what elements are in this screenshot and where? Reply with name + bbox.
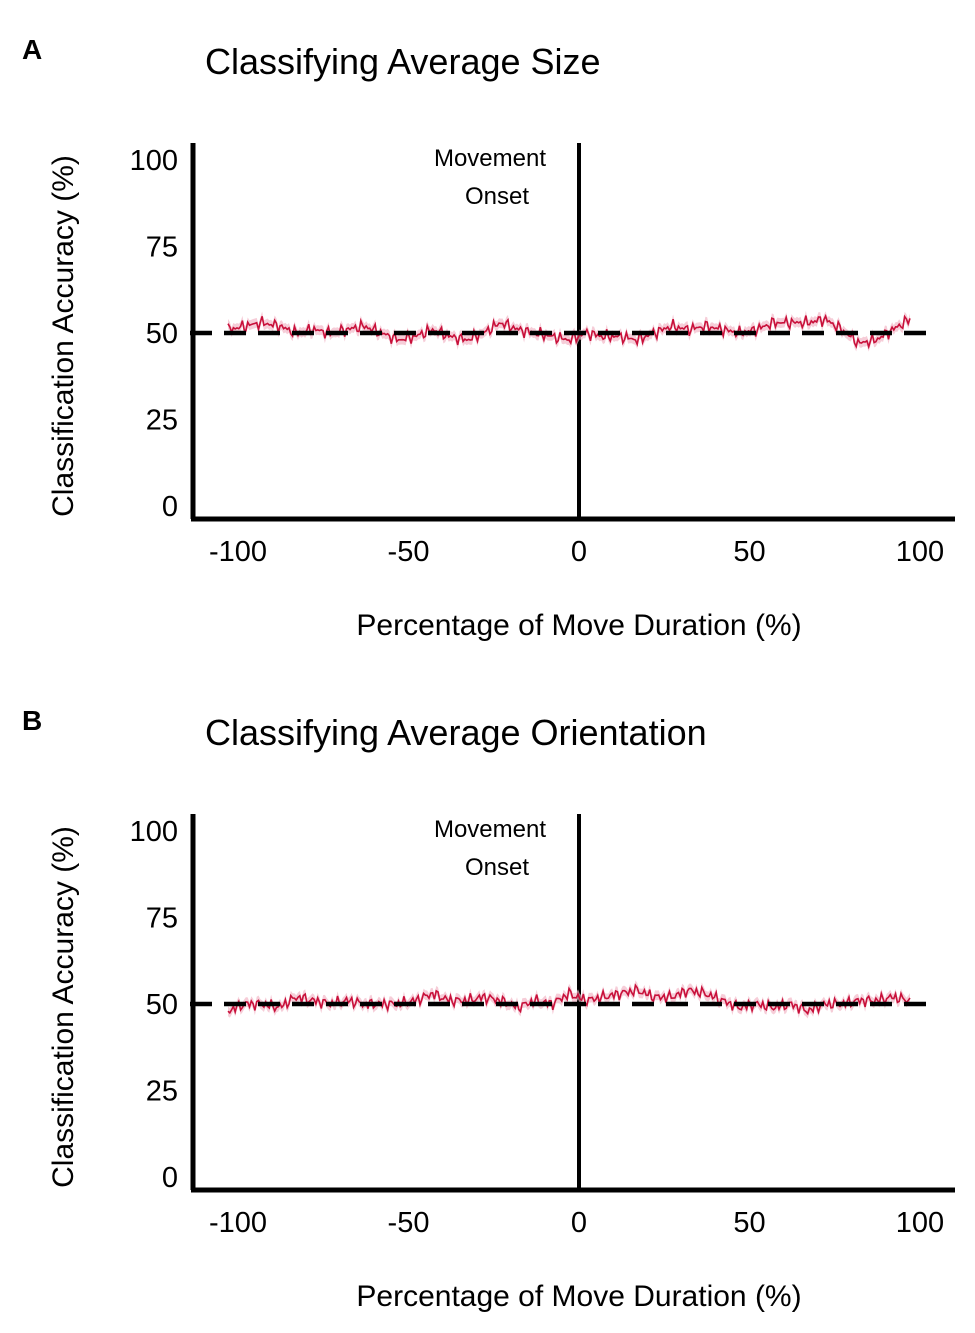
panel-b-xtick-100: 100 xyxy=(896,1207,944,1239)
panel-b-ytick-25: 25 xyxy=(146,1076,178,1108)
panel-b-ytick-100: 100 xyxy=(130,816,178,848)
panel-a-ytick-25: 25 xyxy=(146,405,178,437)
panel-b-annotation-line1: Movement xyxy=(434,816,546,843)
panel-a-series-band xyxy=(228,310,910,352)
panel-a-ytick-75: 75 xyxy=(146,232,178,264)
panel-b-annotation-line2: Onset xyxy=(465,854,529,881)
panel-a-ytick-50: 50 xyxy=(146,318,178,350)
panel-b-letter: B xyxy=(22,705,42,736)
panel-a-annotation-line1: Movement xyxy=(434,145,546,172)
panel-a-series-line xyxy=(227,313,911,350)
panel-b-xtick--100: -100 xyxy=(209,1207,267,1239)
panel-b-ytick-75: 75 xyxy=(146,903,178,935)
panel-a-title: Classifying Average Size xyxy=(205,41,601,82)
panel-b-xtick-50: 50 xyxy=(733,1207,765,1239)
panel-a-ytick-0: 0 xyxy=(162,491,178,523)
panel-b-ylabel: Classification Accuracy (%) xyxy=(47,826,80,1188)
panel-a-ytick-100: 100 xyxy=(130,145,178,177)
panel-a-letter: A xyxy=(22,34,42,65)
panel-b-xlabel: Percentage of Move Duration (%) xyxy=(356,1280,801,1313)
panel-a-xlabel: Percentage of Move Duration (%) xyxy=(356,609,801,642)
panel-b-xtick--50: -50 xyxy=(388,1207,430,1239)
panel-a-xtick--50: -50 xyxy=(388,536,430,568)
panel-a-ylabel: Classification Accuracy (%) xyxy=(47,155,80,517)
panel-a-xtick-50: 50 xyxy=(733,536,765,568)
panel-a-xtick--100: -100 xyxy=(209,536,267,568)
panel-b-title: Classifying Average Orientation xyxy=(205,712,707,753)
panel-b-ytick-50: 50 xyxy=(146,989,178,1021)
panel-a-xtick-100: 100 xyxy=(896,536,944,568)
panel-a-annotation-line2: Onset xyxy=(465,183,529,210)
panel-b-ytick-0: 0 xyxy=(162,1162,178,1194)
panel-b-xtick-0: 0 xyxy=(571,1207,587,1239)
panel-a-xtick-0: 0 xyxy=(571,536,587,568)
